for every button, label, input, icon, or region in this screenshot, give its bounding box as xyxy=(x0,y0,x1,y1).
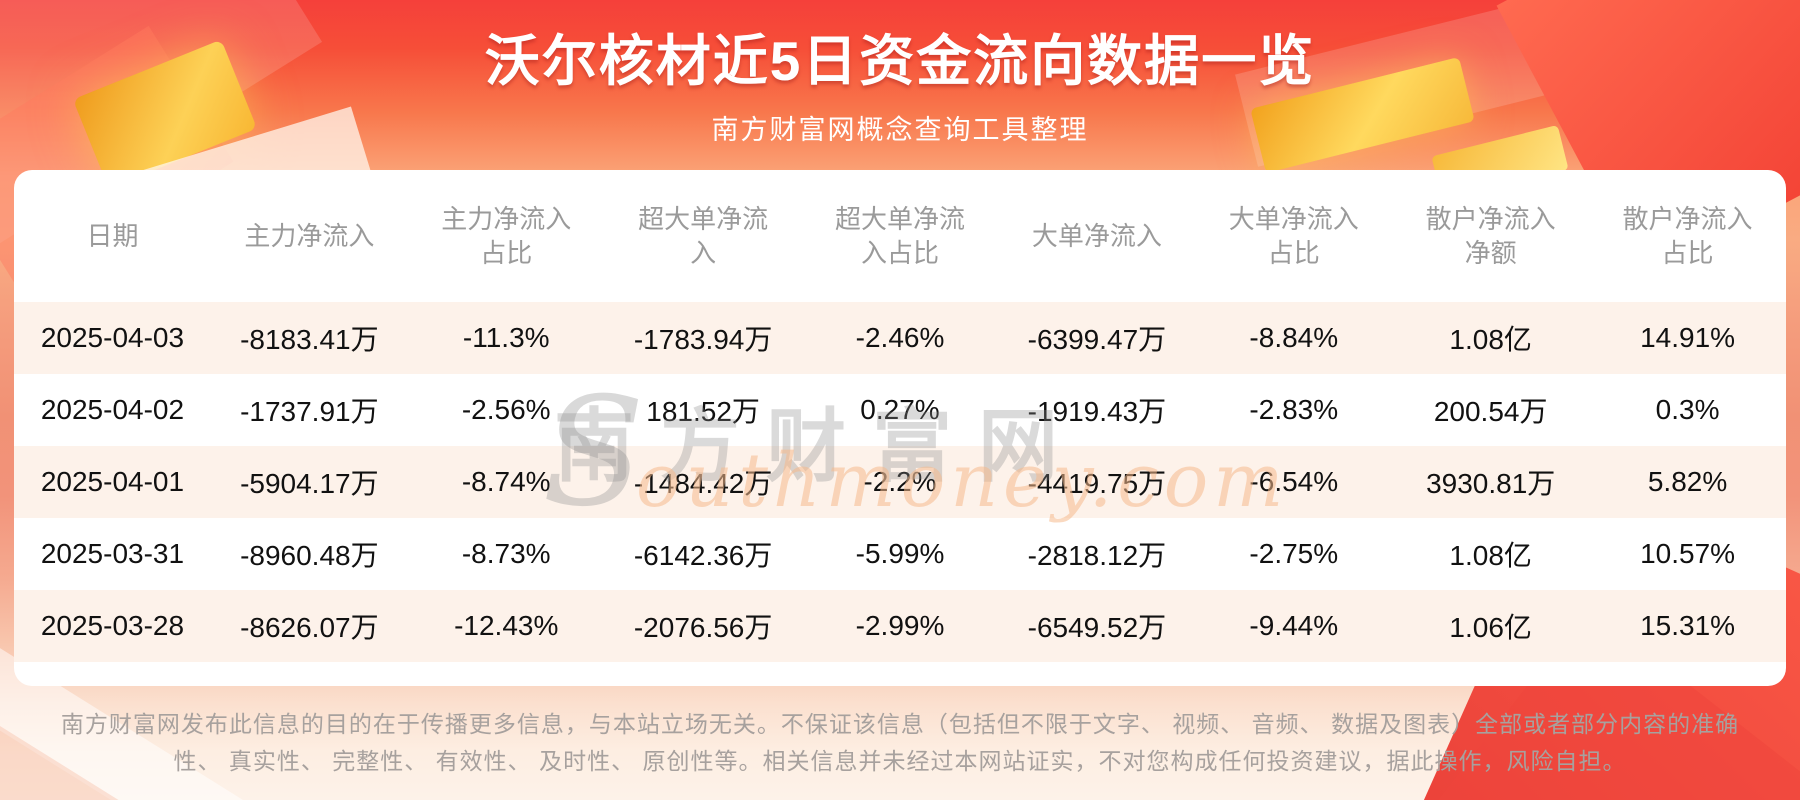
table-cell: 2025-03-28 xyxy=(40,610,185,641)
table-cell: -2.75% xyxy=(1249,538,1339,569)
table-cell: 2025-04-03 xyxy=(40,322,185,353)
table-cell: -8.74% xyxy=(461,466,551,497)
table-cell: 0.27% xyxy=(860,394,940,425)
table-cell: -8.73% xyxy=(461,538,551,569)
table-cell: -6399.47万 xyxy=(1027,324,1167,355)
col-header-main-net-inflow: 主力净流入 xyxy=(244,221,375,251)
table-cell: -2818.12万 xyxy=(1027,540,1167,571)
table-cell: -8960.48万 xyxy=(240,540,379,571)
table-cell: 181.52万 xyxy=(646,396,760,427)
table-cell: -2.56% xyxy=(461,394,551,425)
table-cell: 1.06亿 xyxy=(1449,612,1532,643)
col-header-large-order-net-inflow-pct: 大单净流入占比 xyxy=(1228,204,1359,268)
table-cell: -12.43% xyxy=(454,610,559,641)
col-header-retail-net-inflow-pct: 散户净流入占比 xyxy=(1622,204,1753,268)
table-cell: -2.46% xyxy=(855,322,945,353)
table-cell: 2025-04-01 xyxy=(40,466,185,497)
table-cell: -6142.36万 xyxy=(633,540,773,571)
table-cell: -6.54% xyxy=(1249,466,1339,497)
table-cell: 1.08亿 xyxy=(1449,324,1532,355)
table-cell: 2025-04-02 xyxy=(40,394,185,425)
table-row: 2025-04-03 -8183.41万 -11.3% -1783.94万 -2… xyxy=(14,302,1786,374)
col-header-retail-net-inflow: 散户净流入净额 xyxy=(1425,204,1556,268)
table-cell: -2.99% xyxy=(855,610,945,641)
table-header-row: 日期 主力净流入 主力净流入占比 超大单净流入 超大单净流入占比 大单净流入 大… xyxy=(14,170,1786,302)
col-header-xl-order-net-inflow: 超大单净流入 xyxy=(638,204,769,268)
disclaimer-text: 南方财富网发布此信息的目的在于传播更多信息，与本站立场无关。不保证该信息（包括但… xyxy=(60,711,1740,774)
table-cell: -8.84% xyxy=(1249,322,1339,353)
table-cell: -2.83% xyxy=(1249,394,1339,425)
table-cell: -9.44% xyxy=(1249,610,1339,641)
col-header-xl-order-net-inflow-pct: 超大单净流入占比 xyxy=(834,204,965,268)
table-cell: -11.3% xyxy=(462,322,550,353)
col-header-date: 日期 xyxy=(86,221,139,251)
table-row: 2025-03-28 -8626.07万 -12.43% -2076.56万 -… xyxy=(14,590,1786,662)
table-cell: -2076.56万 xyxy=(633,612,773,643)
table-cell: -6549.52万 xyxy=(1027,612,1167,643)
table-cell: -1783.94万 xyxy=(633,324,773,355)
page-title: 沃尔核材近5日资金流向数据一览 xyxy=(484,30,1316,92)
table-row: 2025-04-01 -5904.17万 -8.74% -1484.42万 -2… xyxy=(14,446,1786,518)
table-cell: 14.91% xyxy=(1640,322,1736,353)
table-cell: 5.82% xyxy=(1647,466,1728,497)
page-subtitle: 南方财富网概念查询工具整理 xyxy=(711,115,1089,145)
table-row: 2025-04-02 -1737.91万 -2.56% 181.52万 0.27… xyxy=(14,374,1786,446)
table-cell: 0.3% xyxy=(1655,394,1720,425)
table-cell: 3930.81万 xyxy=(1426,468,1556,499)
table-cell: -5.99% xyxy=(855,538,945,569)
table-cell: 1.08亿 xyxy=(1449,540,1532,571)
table-cell: -1484.42万 xyxy=(633,468,773,499)
table-cell: -8183.41万 xyxy=(240,324,379,355)
col-header-large-order-net-inflow: 大单净流入 xyxy=(1031,221,1162,251)
table-cell: -5904.17万 xyxy=(240,468,379,499)
table-cell: -4419.75万 xyxy=(1027,468,1167,499)
table-cell: -2.2% xyxy=(863,466,937,497)
table-cell: -8626.07万 xyxy=(240,612,379,643)
table-cell: 10.57% xyxy=(1640,538,1736,569)
table-cell: 200.54万 xyxy=(1433,396,1548,427)
col-header-main-net-inflow-pct: 主力净流入占比 xyxy=(441,204,572,268)
table-cell: -1919.43万 xyxy=(1027,396,1167,427)
table-row: 2025-03-31 -8960.48万 -8.73% -6142.36万 -5… xyxy=(14,518,1786,590)
fund-flow-table-card: 日期 主力净流入 主力净流入占比 超大单净流入 超大单净流入占比 大单净流入 大… xyxy=(14,170,1786,686)
table-cell: 2025-03-31 xyxy=(40,538,185,569)
table-cell: -1737.91万 xyxy=(240,396,379,427)
table-cell: 15.31% xyxy=(1640,610,1736,641)
